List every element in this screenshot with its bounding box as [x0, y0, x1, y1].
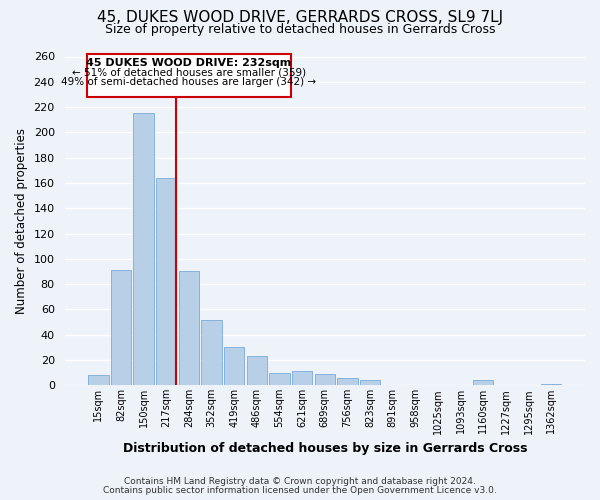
Bar — [473, 380, 493, 386]
Text: 49% of semi-detached houses are larger (342) →: 49% of semi-detached houses are larger (… — [61, 76, 316, 86]
Text: Size of property relative to detached houses in Gerrards Cross: Size of property relative to detached ho… — [105, 22, 495, 36]
Bar — [202, 320, 222, 386]
X-axis label: Distribution of detached houses by size in Gerrards Cross: Distribution of detached houses by size … — [122, 442, 527, 455]
Bar — [88, 375, 109, 386]
Bar — [179, 272, 199, 386]
Text: ← 51% of detached houses are smaller (359): ← 51% of detached houses are smaller (35… — [72, 68, 306, 78]
Bar — [541, 384, 562, 386]
Bar — [156, 178, 176, 386]
Text: 45, DUKES WOOD DRIVE, GERRARDS CROSS, SL9 7LJ: 45, DUKES WOOD DRIVE, GERRARDS CROSS, SL… — [97, 10, 503, 25]
Bar — [133, 114, 154, 386]
Y-axis label: Number of detached properties: Number of detached properties — [15, 128, 28, 314]
Bar — [314, 374, 335, 386]
Bar — [337, 378, 358, 386]
Bar — [269, 372, 290, 386]
Bar — [224, 348, 244, 386]
Bar — [111, 270, 131, 386]
Text: Contains HM Land Registry data © Crown copyright and database right 2024.: Contains HM Land Registry data © Crown c… — [124, 477, 476, 486]
Bar — [292, 372, 313, 386]
Bar — [360, 380, 380, 386]
Bar — [87, 54, 291, 97]
Text: 45 DUKES WOOD DRIVE: 232sqm: 45 DUKES WOOD DRIVE: 232sqm — [86, 58, 292, 68]
Text: Contains public sector information licensed under the Open Government Licence v3: Contains public sector information licen… — [103, 486, 497, 495]
Bar — [247, 356, 267, 386]
